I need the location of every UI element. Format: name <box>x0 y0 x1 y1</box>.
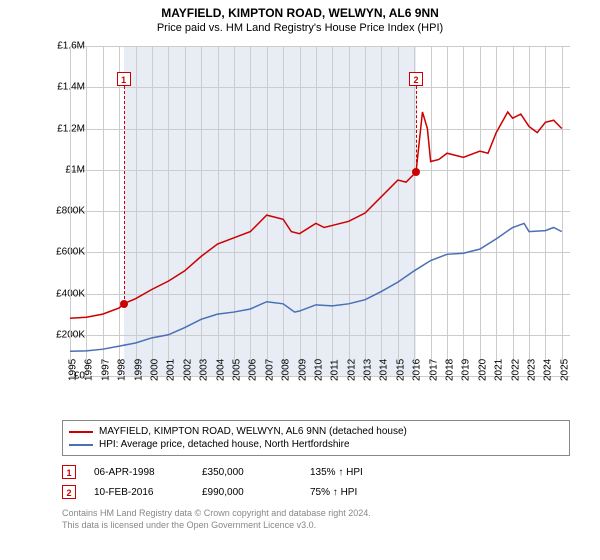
legend-swatch <box>69 431 93 433</box>
legend-item: HPI: Average price, detached house, Nort… <box>69 438 563 451</box>
txn-delta: 75% ↑ HPI <box>310 487 400 498</box>
marker-box: 2 <box>409 72 423 86</box>
chart-title: MAYFIELD, KIMPTON ROAD, WELWYN, AL6 9NN <box>0 6 600 20</box>
legend-swatch <box>69 444 93 446</box>
transactions-table: 1 06-APR-1998 £350,000 135% ↑ HPI 2 10-F… <box>62 462 570 502</box>
marker-line <box>124 86 125 303</box>
txn-date: 06-APR-1998 <box>94 467 184 478</box>
chart-subtitle: Price paid vs. HM Land Registry's House … <box>0 22 600 34</box>
chart-svg <box>30 36 570 378</box>
title-area: MAYFIELD, KIMPTON ROAD, WELWYN, AL6 9NN … <box>0 0 600 36</box>
marker-dot <box>412 168 420 176</box>
txn-price: £350,000 <box>202 467 292 478</box>
table-row: 1 06-APR-1998 £350,000 135% ↑ HPI <box>62 462 570 482</box>
marker-dot <box>120 300 128 308</box>
txn-price: £990,000 <box>202 487 292 498</box>
legend-item: MAYFIELD, KIMPTON ROAD, WELWYN, AL6 9NN … <box>69 425 563 438</box>
footer-line: This data is licensed under the Open Gov… <box>62 520 570 532</box>
legend-label: MAYFIELD, KIMPTON ROAD, WELWYN, AL6 9NN … <box>99 426 407 437</box>
legend: MAYFIELD, KIMPTON ROAD, WELWYN, AL6 9NN … <box>62 420 570 456</box>
marker-badge: 2 <box>62 485 76 499</box>
chart-area: £0£200K£400K£600K£800K£1M£1.2M£1.4M£1.6M… <box>30 36 590 416</box>
chart-container: MAYFIELD, KIMPTON ROAD, WELWYN, AL6 9NN … <box>0 0 600 560</box>
txn-delta: 135% ↑ HPI <box>310 467 400 478</box>
marker-box: 1 <box>117 72 131 86</box>
footer-line: Contains HM Land Registry data © Crown c… <box>62 508 570 520</box>
table-row: 2 10-FEB-2016 £990,000 75% ↑ HPI <box>62 482 570 502</box>
series-hpi <box>70 223 562 351</box>
marker-line <box>416 86 417 171</box>
footer: Contains HM Land Registry data © Crown c… <box>62 508 570 531</box>
marker-badge: 1 <box>62 465 76 479</box>
txn-date: 10-FEB-2016 <box>94 487 184 498</box>
series-subject <box>70 112 562 318</box>
legend-label: HPI: Average price, detached house, Nort… <box>99 439 350 450</box>
